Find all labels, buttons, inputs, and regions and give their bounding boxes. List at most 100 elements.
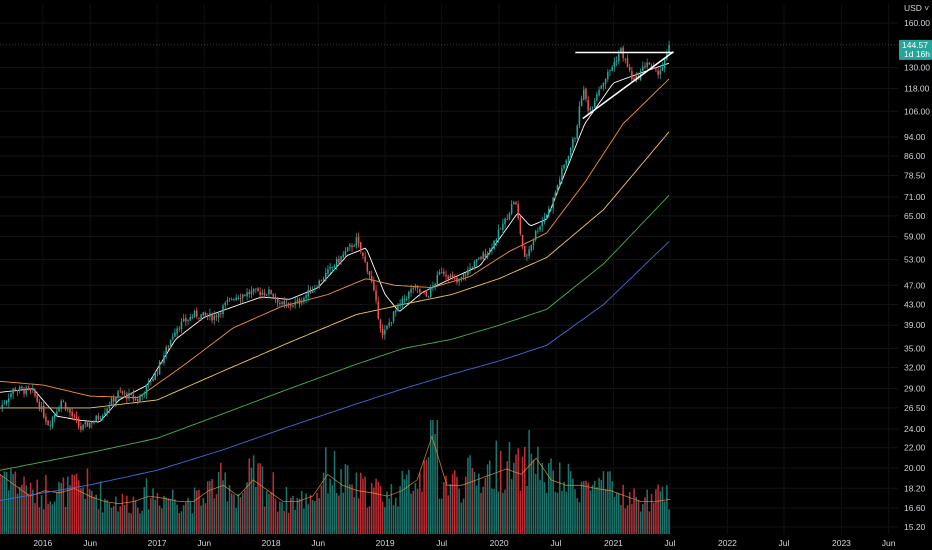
candle-body[interactable] bbox=[294, 301, 296, 305]
candle-body[interactable] bbox=[285, 304, 288, 306]
candle-body[interactable] bbox=[386, 325, 388, 330]
candle-body[interactable] bbox=[18, 386, 21, 391]
candle-body[interactable] bbox=[169, 339, 172, 346]
candle-body[interactable] bbox=[69, 408, 71, 413]
candle-body[interactable] bbox=[600, 85, 603, 89]
candle-body[interactable] bbox=[478, 257, 480, 259]
candle-body[interactable] bbox=[519, 217, 522, 234]
candle-body[interactable] bbox=[325, 272, 327, 280]
candle-body[interactable] bbox=[86, 422, 89, 427]
candle-body[interactable] bbox=[346, 247, 349, 252]
candle-body[interactable] bbox=[504, 218, 506, 225]
candle-body[interactable] bbox=[115, 397, 117, 403]
candle-body[interactable] bbox=[130, 393, 132, 395]
candle-body[interactable] bbox=[217, 312, 220, 318]
candle-body[interactable] bbox=[432, 285, 434, 287]
candle-body[interactable] bbox=[375, 290, 377, 301]
candle-body[interactable] bbox=[104, 412, 106, 415]
candle-body[interactable] bbox=[139, 396, 141, 401]
candle-body[interactable] bbox=[279, 303, 281, 304]
candle-body[interactable] bbox=[320, 280, 323, 282]
candle-body[interactable] bbox=[5, 400, 8, 404]
candle-body[interactable] bbox=[117, 391, 119, 397]
candle-body[interactable] bbox=[502, 223, 504, 230]
candle-body[interactable] bbox=[185, 317, 187, 322]
candle-body[interactable] bbox=[257, 287, 259, 292]
candle-body[interactable] bbox=[3, 403, 6, 405]
candle-body[interactable] bbox=[548, 208, 550, 215]
candle-body[interactable] bbox=[51, 417, 54, 427]
candle-body[interactable] bbox=[110, 398, 113, 406]
candle-body[interactable] bbox=[77, 420, 80, 427]
candle-body[interactable] bbox=[578, 106, 581, 126]
candle-body[interactable] bbox=[32, 388, 34, 390]
candle-body[interactable] bbox=[193, 310, 196, 317]
candle-body[interactable] bbox=[351, 245, 353, 248]
candle-body[interactable] bbox=[126, 393, 128, 399]
candle-body[interactable] bbox=[657, 70, 659, 75]
candle-body[interactable] bbox=[349, 244, 351, 247]
candle-body[interactable] bbox=[165, 346, 167, 356]
candle-body[interactable] bbox=[534, 230, 537, 240]
candle-body[interactable] bbox=[150, 380, 152, 382]
candle-body[interactable] bbox=[644, 66, 646, 68]
candle-body[interactable] bbox=[112, 397, 115, 402]
candles[interactable] bbox=[0, 40, 670, 433]
candle-body[interactable] bbox=[152, 378, 154, 381]
candle-body[interactable] bbox=[399, 303, 401, 306]
candle-body[interactable] bbox=[233, 299, 235, 301]
candle-body[interactable] bbox=[222, 305, 224, 315]
candle-body[interactable] bbox=[281, 301, 283, 304]
candle-body[interactable] bbox=[119, 390, 122, 392]
candle-body[interactable] bbox=[460, 277, 463, 279]
candle-body[interactable] bbox=[384, 329, 386, 335]
candle-body[interactable] bbox=[366, 262, 369, 272]
candle-body[interactable] bbox=[180, 321, 183, 330]
candle-body[interactable] bbox=[331, 267, 334, 268]
candle-body[interactable] bbox=[523, 246, 526, 257]
candle-body[interactable] bbox=[296, 299, 299, 302]
candle-body[interactable] bbox=[248, 291, 251, 295]
candle-body[interactable] bbox=[327, 269, 329, 274]
candle-body[interactable] bbox=[513, 202, 515, 205]
candle-body[interactable] bbox=[158, 361, 161, 375]
candle-body[interactable] bbox=[45, 416, 47, 422]
candle-body[interactable] bbox=[510, 204, 513, 214]
candle-body[interactable] bbox=[93, 420, 95, 423]
candle-body[interactable] bbox=[246, 292, 248, 297]
candle-body[interactable] bbox=[67, 408, 69, 410]
candle-body[interactable] bbox=[171, 336, 174, 340]
candle-body[interactable] bbox=[97, 415, 100, 419]
candle-body[interactable] bbox=[198, 317, 200, 319]
candle-body[interactable] bbox=[202, 312, 205, 316]
candle-body[interactable] bbox=[552, 197, 554, 209]
candle-body[interactable] bbox=[515, 202, 517, 205]
candle-body[interactable] bbox=[537, 230, 539, 232]
candle-body[interactable] bbox=[42, 405, 45, 418]
candle-body[interactable] bbox=[405, 298, 408, 300]
candle-body[interactable] bbox=[145, 384, 148, 395]
candle-body[interactable] bbox=[335, 258, 338, 267]
candle-body[interactable] bbox=[290, 303, 292, 306]
candle-body[interactable] bbox=[29, 389, 32, 391]
candle-body[interactable] bbox=[449, 275, 452, 279]
candle-body[interactable] bbox=[567, 156, 570, 160]
currency-label[interactable]: USD ˅ bbox=[904, 3, 929, 13]
candle-body[interactable] bbox=[364, 256, 366, 262]
candle-body[interactable] bbox=[300, 302, 303, 304]
candle-body[interactable] bbox=[471, 267, 474, 269]
candle-body[interactable] bbox=[613, 61, 616, 67]
candle-body[interactable] bbox=[561, 168, 563, 180]
candle-body[interactable] bbox=[95, 415, 97, 421]
candle-body[interactable] bbox=[412, 288, 415, 289]
candle-body[interactable] bbox=[650, 65, 653, 67]
candle-body[interactable] bbox=[189, 316, 191, 321]
candle-body[interactable] bbox=[25, 387, 28, 395]
candle-body[interactable] bbox=[82, 424, 84, 430]
candle-body[interactable] bbox=[543, 218, 546, 222]
candle-body[interactable] bbox=[480, 256, 482, 260]
candle-body[interactable] bbox=[340, 256, 342, 262]
candle-body[interactable] bbox=[239, 297, 242, 299]
candle-body[interactable] bbox=[88, 422, 91, 428]
